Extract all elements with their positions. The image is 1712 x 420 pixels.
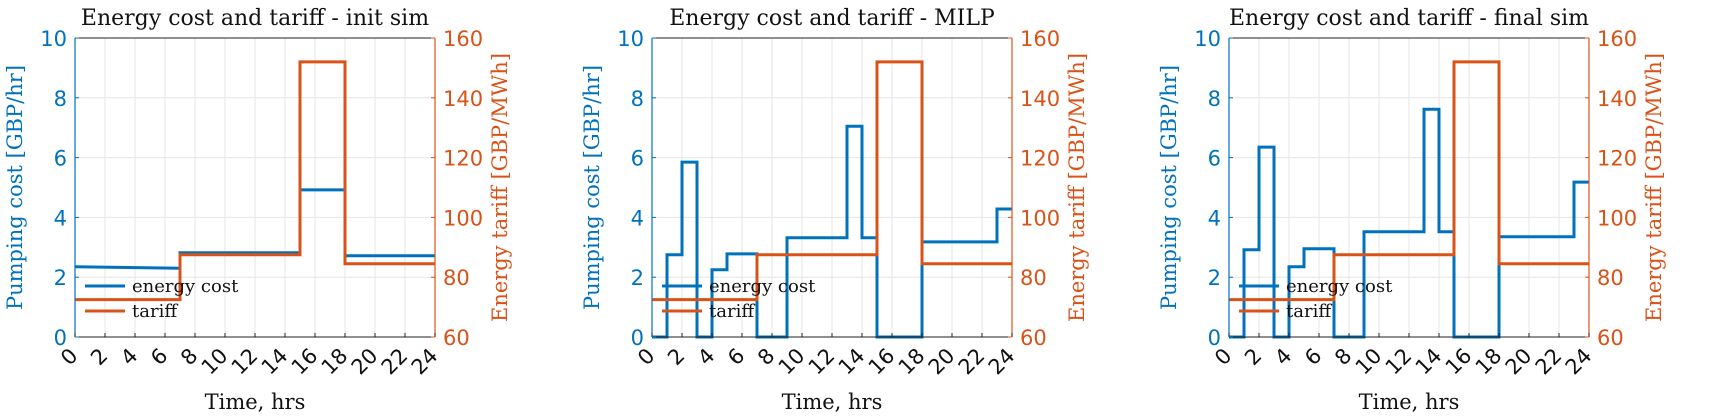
x-tick-label: 8 <box>176 344 202 370</box>
y-left-tick-label: 0 <box>54 326 67 350</box>
legend-label-energy-cost: energy cost <box>709 276 816 297</box>
x-tick-label: 8 <box>1330 344 1356 370</box>
chart-title: Energy cost and tariff - init sim <box>81 6 429 31</box>
y-right-tick-label: 100 <box>443 206 483 230</box>
y-left-tick-label: 10 <box>40 27 67 51</box>
y-left-tick-label: 2 <box>631 266 644 290</box>
y-right-tick-label: 160 <box>1020 27 1060 51</box>
y-left-tick-label: 4 <box>54 206 67 230</box>
y-right-tick-label: 120 <box>443 147 483 171</box>
x-axis-label: Time, hrs <box>1359 390 1460 414</box>
chart-panel-3: 0 2 4 6 810121416182022240246810608010012014… <box>1157 6 1666 414</box>
y-right-tick-label: 160 <box>1597 27 1637 51</box>
x-tick-label: 2 <box>86 344 112 370</box>
legend-label-tariff: tariff <box>1286 301 1332 322</box>
y-left-tick-label: 6 <box>54 147 67 171</box>
y-right-tick-label: 140 <box>1020 87 1060 111</box>
y-left-axis-label: Pumping cost [GBP/hr] <box>580 65 604 310</box>
legend-label-tariff: tariff <box>132 301 178 322</box>
y-left-tick-label: 8 <box>54 87 67 111</box>
y-left-tick-label: 6 <box>1208 147 1221 171</box>
y-right-axis-label: Energy tariff [GBP/MWh] <box>1065 53 1089 322</box>
x-tick-label: 4 <box>1270 344 1296 370</box>
y-left-tick-label: 4 <box>1208 206 1221 230</box>
chart-panel-1: 0 2 4 6 810121416182022240246810608010012014… <box>3 6 512 414</box>
y-left-axis-label: Pumping cost [GBP/hr] <box>1157 65 1181 310</box>
y-right-tick-label: 80 <box>1020 266 1047 290</box>
y-left-tick-label: 2 <box>54 266 67 290</box>
x-tick-label: 2 <box>663 344 689 370</box>
x-axis-label: Time, hrs <box>205 390 306 414</box>
chart-panel-2: 0 2 4 6 810121416182022240246810608010012014… <box>580 6 1089 414</box>
y-left-tick-label: 0 <box>631 326 644 350</box>
y-left-tick-label: 4 <box>631 206 644 230</box>
y-left-tick-label: 0 <box>1208 326 1221 350</box>
x-axis-label: Time, hrs <box>782 390 883 414</box>
legend-label-energy-cost: energy cost <box>1286 276 1393 297</box>
tariff-line <box>1229 60 1589 302</box>
x-tick-label: 4 <box>116 344 142 370</box>
chart-title: Energy cost and tariff - MILP <box>669 6 995 31</box>
y-right-tick-label: 140 <box>443 87 483 111</box>
legend: energy cost tariff <box>1239 276 1393 322</box>
y-right-tick-label: 100 <box>1020 206 1060 230</box>
y-left-axis-label: Pumping cost [GBP/hr] <box>3 65 27 310</box>
y-left-tick-label: 2 <box>1208 266 1221 290</box>
x-tick-label: 4 <box>693 344 719 370</box>
x-tick-label: 6 <box>1300 344 1326 370</box>
x-tick-label: 24 <box>984 344 1020 380</box>
y-right-tick-label: 160 <box>443 27 483 51</box>
y-right-axis-label: Energy tariff [GBP/MWh] <box>1642 53 1666 322</box>
legend: energy cost tariff <box>662 276 816 322</box>
y-right-tick-label: 120 <box>1597 147 1637 171</box>
y-right-tick-label: 60 <box>1020 326 1047 350</box>
y-right-axis-label: Energy tariff [GBP/MWh] <box>488 53 512 322</box>
x-tick-label: 6 <box>146 344 172 370</box>
y-right-tick-label: 120 <box>1020 147 1060 171</box>
tariff-line <box>652 60 1012 302</box>
y-right-tick-label: 100 <box>1597 206 1637 230</box>
y-right-tick-label: 140 <box>1597 87 1637 111</box>
x-tick-label: 6 <box>723 344 749 370</box>
x-tick-label: 2 <box>1240 344 1266 370</box>
y-right-tick-label: 80 <box>443 266 470 290</box>
chart-title: Energy cost and tariff - final sim <box>1229 6 1589 31</box>
legend: energy cost tariff <box>85 276 239 322</box>
y-left-tick-label: 10 <box>617 27 644 51</box>
y-right-tick-label: 80 <box>1597 266 1624 290</box>
y-left-tick-label: 8 <box>631 87 644 111</box>
legend-label-energy-cost: energy cost <box>132 276 239 297</box>
x-tick-label: 24 <box>407 344 443 380</box>
y-right-tick-label: 60 <box>1597 326 1624 350</box>
tariff-line <box>75 60 435 302</box>
legend-label-tariff: tariff <box>709 301 755 322</box>
y-left-tick-label: 6 <box>631 147 644 171</box>
y-right-tick-label: 60 <box>443 326 470 350</box>
x-tick-label: 24 <box>1561 344 1597 380</box>
y-left-tick-label: 10 <box>1194 27 1221 51</box>
x-tick-label: 8 <box>753 344 779 370</box>
y-left-tick-label: 8 <box>1208 87 1221 111</box>
